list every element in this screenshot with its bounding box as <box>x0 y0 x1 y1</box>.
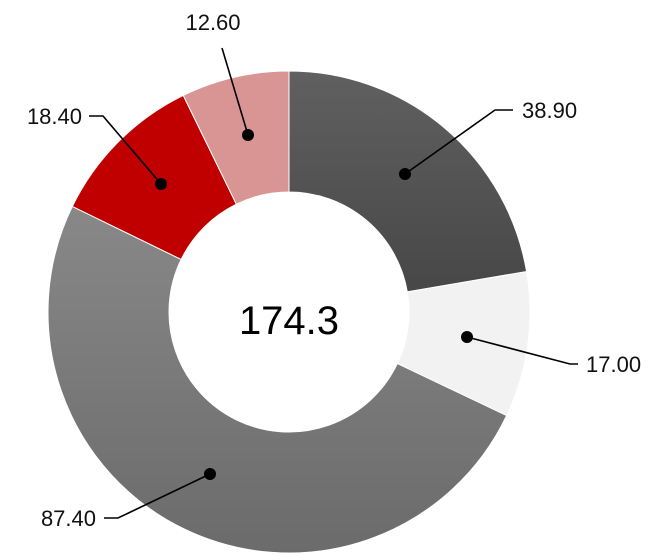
data-label: 17.00 <box>586 352 641 377</box>
leader-line <box>221 47 249 136</box>
data-label: 38.90 <box>522 98 577 123</box>
leader-line <box>89 115 162 185</box>
leader-dot <box>155 178 167 190</box>
donut-slices <box>47 70 531 554</box>
data-label: 12.60 <box>185 10 240 35</box>
donut-slice <box>182 70 290 205</box>
data-label: 18.40 <box>27 104 82 129</box>
leader-line <box>404 109 513 175</box>
leader-dot <box>461 331 473 343</box>
leader-dot <box>399 168 411 180</box>
leader-dot <box>242 129 254 141</box>
center-total-label: 174.3 <box>239 299 339 343</box>
leader-dot <box>204 468 216 480</box>
donut-slice <box>288 70 528 293</box>
data-label: 87.40 <box>41 506 96 531</box>
leader-lines <box>89 47 578 519</box>
data-labels: 38.90 17.00 87.40 18.40 12.60 <box>27 10 641 531</box>
donut-slice <box>47 205 508 554</box>
leader-line <box>466 336 578 365</box>
leader-line <box>104 473 211 519</box>
